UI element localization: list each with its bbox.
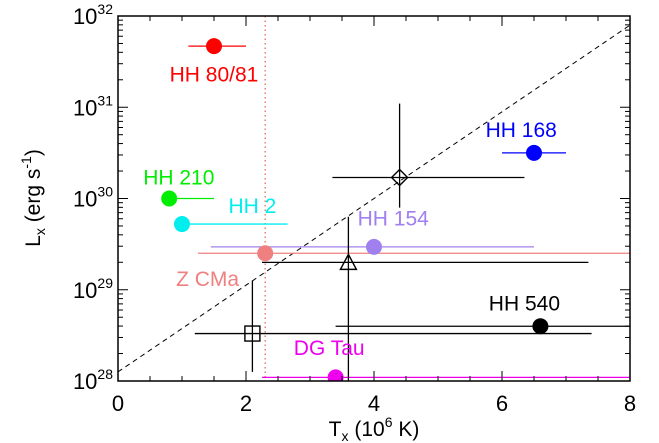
x-tick-label: 6 [496,391,508,416]
data-point-diamond [390,168,409,187]
x-tick-label: 8 [624,391,636,416]
point-label: HH 168 [486,119,557,142]
point-label: HH 80/81 [170,63,259,86]
y-tick-label: 1029 [73,275,113,303]
data-point-triangle [339,252,358,271]
y-tick-label: 1028 [73,366,113,394]
x-tick-label: 0 [112,391,124,416]
y-axis-title: Lx (erg s-1) [18,149,48,247]
data-point [174,216,190,233]
y-tick-label: 1032 [73,1,113,29]
point-label: Z CMa [176,268,239,291]
data-point [327,369,344,381]
data-point-square [244,325,261,342]
point-label: DG Tau [294,337,365,360]
data-point [206,38,222,55]
point-label: HH 2 [228,195,276,218]
point-label: HH 154 [358,208,430,231]
data-point [366,238,382,255]
data-point [526,144,542,161]
data-point [532,318,549,335]
x-tick-label: 4 [368,391,380,416]
x-tick-label: 2 [240,391,252,416]
y-tick-label: 1031 [73,92,113,120]
data-point [257,245,274,262]
data-point [161,190,178,207]
point-label: HH 540 [489,292,560,315]
diagonal-reference-line [118,24,630,373]
point-label: HH 210 [143,167,214,190]
y-tick-label: 1030 [73,184,113,212]
x-axis-title: Tx (106 K) [329,414,420,443]
